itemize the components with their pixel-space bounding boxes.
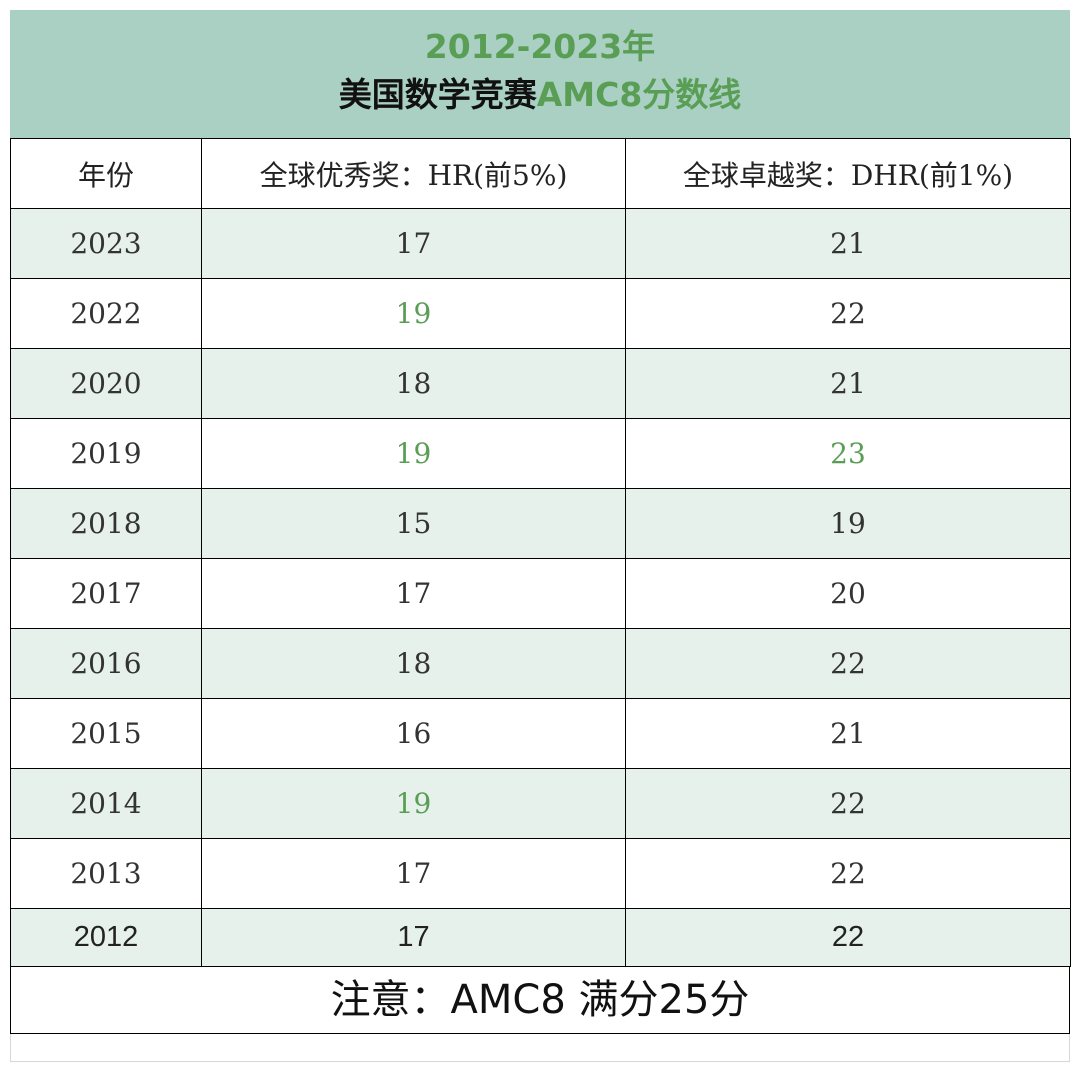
cell-year: 2023 xyxy=(10,208,202,279)
cell-hr: 19 xyxy=(201,768,626,839)
footer-strip xyxy=(10,1034,1070,1062)
table-row: 2023 17 21 xyxy=(10,208,1071,279)
cell-year: 2012 xyxy=(10,908,202,967)
cell-hr: 15 xyxy=(201,488,626,559)
score-sheet: 2012-2023年 美国数学竞赛AMC8分数线 年份 全球优秀奖：HR(前5%… xyxy=(10,10,1071,1062)
cell-hr: 17 xyxy=(201,908,626,967)
cell-hr: 19 xyxy=(201,418,626,489)
cell-year: 2022 xyxy=(10,278,202,349)
table-header-row: 年份 全球优秀奖：HR(前5%) 全球卓越奖：DHR(前1%) xyxy=(10,138,1071,209)
table-row: 2020 18 21 xyxy=(10,348,1071,419)
cell-year: 2018 xyxy=(10,488,202,559)
cell-dhr: 22 xyxy=(625,768,1071,839)
cell-year: 2014 xyxy=(10,768,202,839)
table-row: 2022 19 22 xyxy=(10,278,1071,349)
title-banner: 2012-2023年 美国数学竞赛AMC8分数线 xyxy=(10,10,1070,138)
table-row: 2014 19 22 xyxy=(10,768,1071,839)
cell-dhr: 22 xyxy=(625,838,1071,909)
cell-dhr: 19 xyxy=(625,488,1071,559)
table-row: 2016 18 22 xyxy=(10,628,1071,699)
cell-year: 2016 xyxy=(10,628,202,699)
cell-dhr: 21 xyxy=(625,208,1071,279)
cell-dhr: 22 xyxy=(625,628,1071,699)
title-main-dark: 美国数学竞赛 xyxy=(338,75,537,114)
title-main: 美国数学竞赛AMC8分数线 xyxy=(10,78,1070,111)
cell-hr: 18 xyxy=(201,348,626,419)
cell-dhr: 23 xyxy=(625,418,1071,489)
cell-year: 2019 xyxy=(10,418,202,489)
cell-hr: 16 xyxy=(201,698,626,769)
full-score-note: 注意：AMC8 满分25分 xyxy=(10,967,1070,1034)
cell-hr: 17 xyxy=(201,208,626,279)
title-main-green: AMC8分数线 xyxy=(536,75,742,114)
header-hr: 全球优秀奖：HR(前5%) xyxy=(201,138,626,209)
cell-dhr: 21 xyxy=(625,348,1071,419)
table-row: 2017 17 20 xyxy=(10,558,1071,629)
cell-year: 2020 xyxy=(10,348,202,419)
cell-dhr: 22 xyxy=(625,908,1071,967)
score-table: 年份 全球优秀奖：HR(前5%) 全球卓越奖：DHR(前1%) 2023 17 … xyxy=(10,138,1071,967)
table-row: 2018 15 19 xyxy=(10,488,1071,559)
table-row: 2015 16 21 xyxy=(10,698,1071,769)
table-row: 2019 19 23 xyxy=(10,418,1071,489)
cell-hr: 19 xyxy=(201,278,626,349)
header-year: 年份 xyxy=(10,138,202,209)
cell-dhr: 22 xyxy=(625,278,1071,349)
header-dhr: 全球卓越奖：DHR(前1%) xyxy=(625,138,1071,209)
table-row: 2012 17 22 xyxy=(10,908,1071,967)
cell-dhr: 20 xyxy=(625,558,1071,629)
cell-year: 2017 xyxy=(10,558,202,629)
cell-year: 2013 xyxy=(10,838,202,909)
title-year-range: 2012-2023年 xyxy=(424,27,656,66)
cell-hr: 18 xyxy=(201,628,626,699)
cell-hr: 17 xyxy=(201,838,626,909)
cell-year: 2015 xyxy=(10,698,202,769)
cell-dhr: 21 xyxy=(625,698,1071,769)
table-row: 2013 17 22 xyxy=(10,838,1071,909)
cell-hr: 17 xyxy=(201,558,626,629)
